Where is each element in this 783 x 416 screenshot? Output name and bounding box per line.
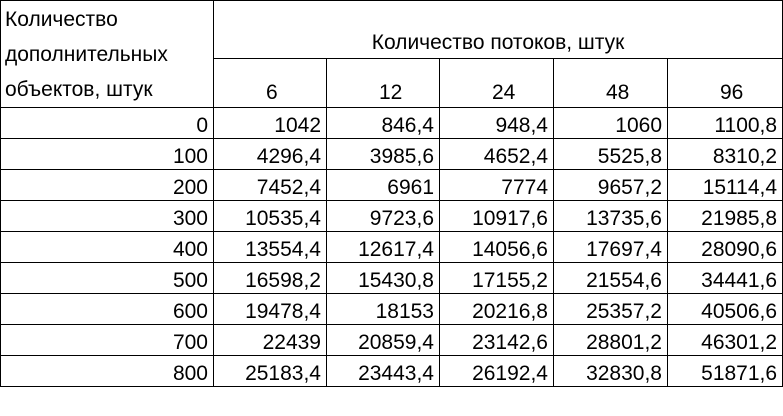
corner-header-line: дополнительных [5,43,168,66]
column-header: 96 [666,57,783,109]
data-table: Количество дополнительных объектов, штук… [0,0,783,387]
table-row: 800 25183,4 23443,4 26192,4 32830,8 51871,6 [0,355,783,387]
row-header: 600 [0,293,214,325]
header-row-columns: 6 12 24 48 96 [1,57,783,109]
table-cell: 1060 [553,107,668,139]
column-header: 12 [326,57,440,109]
table-row: 700 22439 20859,4 23142,6 28801,2 46301,2 [0,324,783,356]
column-header: 6 [213,57,327,109]
row-header: 500 [0,262,214,294]
table-cell: 34441,6 [666,262,783,294]
table-cell: 51871,6 [666,355,783,387]
table-cell: 4652,4 [439,138,554,170]
table-cell: 948,4 [439,107,554,139]
table-cell: 10535,4 [213,200,327,232]
row-header: 400 [0,231,214,263]
row-header: 700 [0,324,214,356]
corner-header-cell: Количество дополнительных объектов, штук [0,0,214,108]
table-row: 300 10535,4 9723,6 10917,6 13735,6 21985,8 [0,200,783,232]
table-cell: 28090,6 [666,231,783,263]
table-cell: 7774 [439,169,554,201]
header-row-group: Количество дополнительных объектов, штук… [0,0,783,108]
table-row: 200 7452,4 6961 7774 9657,2 15114,4 [0,169,783,201]
table-cell: 4296,4 [213,138,327,170]
table-cell: 32830,8 [553,355,668,387]
column-header: 24 [439,57,554,109]
table-cell: 7452,4 [213,169,327,201]
column-header: 48 [553,57,668,109]
table-cell: 9723,6 [326,200,440,232]
table-cell: 10917,6 [439,200,554,232]
table-cell: 15430,8 [326,262,440,294]
table-cell: 23142,6 [439,324,554,356]
table-cell: 20216,8 [439,293,554,325]
table-cell: 25183,4 [213,355,327,387]
table-cell: 3985,6 [326,138,440,170]
table-cell: 17155,2 [439,262,554,294]
table-cell: 1100,8 [666,107,783,139]
row-header: 200 [0,169,214,201]
table-row: 400 13554,4 12617,4 14056,6 17697,4 28090,6 [0,231,783,263]
table-cell: 22439 [213,324,327,356]
table-cell: 28801,2 [553,324,668,356]
table-row: 600 19478,4 18153 20216,8 25357,2 40506,6 [0,293,783,325]
table-row: 500 16598,2 15430,8 17155,2 21554,6 34441,6 [0,262,783,294]
table-cell: 17697,4 [553,231,668,263]
table-cell: 40506,6 [666,293,783,325]
table-cell: 6961 [326,169,440,201]
table-cell: 5525,8 [553,138,668,170]
table-cell: 20859,4 [326,324,440,356]
row-header: 300 [0,200,214,232]
table-cell: 46301,2 [666,324,783,356]
group-header-cell: Количество потоков, штук [212,0,783,59]
table-cell: 25357,2 [553,293,668,325]
table-cell: 21554,6 [553,262,668,294]
table-cell: 13735,6 [553,200,668,232]
table-cell: 16598,2 [213,262,327,294]
table-cell: 846,4 [326,107,440,139]
table-cell: 1042 [213,107,327,139]
table-cell: 21985,8 [666,200,783,232]
table-cell: 8310,2 [666,138,783,170]
table-cell: 19478,4 [213,293,327,325]
table-cell: 15114,4 [666,169,783,201]
row-header: 800 [0,355,214,387]
table-cell: 13554,4 [213,231,327,263]
row-header: 0 [0,107,214,139]
table-cell: 23443,4 [326,355,440,387]
table-body: 0 1042 846,4 948,4 1060 1100,8 100 4296,4 3985,6… [0,107,783,387]
corner-header-line: Количество [5,8,118,31]
table-cell: 14056,6 [439,231,554,263]
table-cell: 12617,4 [326,231,440,263]
row-header: 100 [0,138,214,170]
table-row: 100 4296,4 3985,6 4652,4 5525,8 8310,2 [0,138,783,170]
table-cell: 9657,2 [553,169,668,201]
table-cell: 26192,4 [439,355,554,387]
corner-header-line: объектов, штук [5,78,153,101]
table-cell: 18153 [326,293,440,325]
table-row: 0 1042 846,4 948,4 1060 1100,8 [0,107,783,139]
